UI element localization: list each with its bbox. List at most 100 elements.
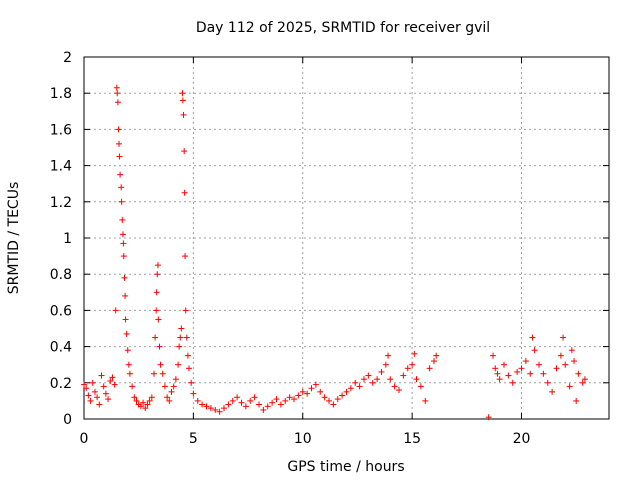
data-point [308,385,315,392]
data-point [161,383,168,390]
data-point [148,394,155,401]
data-point [242,403,249,410]
x-tick-label: 15 [403,431,421,447]
data-point [111,381,118,388]
data-point [269,399,276,406]
data-point [260,406,267,413]
data-point [194,397,201,404]
data-point [317,388,324,395]
data-point [175,361,182,368]
data-point [113,84,120,91]
data-point [89,379,96,386]
data-point [426,365,433,372]
data-point [207,405,214,412]
x-tick-label: 0 [80,431,89,447]
data-point [123,330,130,337]
data-point [568,347,575,354]
data-point [229,397,236,404]
y-tick-label: 1.2 [50,195,72,211]
data-point [142,405,149,412]
data-point [131,394,138,401]
data-point [531,347,538,354]
data-point [369,379,376,386]
data-point [181,189,188,196]
data-point [87,397,94,404]
data-point [573,397,580,404]
data-point [102,390,109,397]
data-point [157,361,164,368]
data-point [81,381,87,388]
data-point [566,383,573,390]
data-point [264,403,271,410]
y-tick-label: 0.2 [50,376,72,392]
data-point [411,350,418,357]
data-point [105,396,112,403]
y-tick-label: 0 [63,412,72,428]
y-tick-label: 1.6 [50,122,72,138]
data-point [361,376,367,383]
data-point [120,253,127,260]
data-point [122,292,129,299]
data-points [81,84,588,421]
data-point [100,383,107,390]
data-point [164,394,171,401]
data-point [404,365,411,372]
data-point [575,370,582,377]
x-tick-label: 20 [513,431,531,447]
chart-title: Day 112 of 2025, SRMTID for receiver gvi… [196,20,490,36]
data-point [186,365,192,372]
data-point [225,401,232,408]
data-point [154,271,161,278]
data-point [277,401,284,408]
data-point [170,383,177,390]
data-point [356,383,363,390]
data-point [119,231,126,238]
data-point [413,376,420,383]
data-point [190,390,197,397]
data-point [409,361,416,368]
data-point [247,397,254,404]
data-point [352,379,359,386]
y-tick-label: 0.8 [50,267,72,283]
data-point [212,406,219,413]
data-point [544,379,551,386]
data-point [216,408,223,415]
data-point [151,370,157,377]
data-point [153,289,160,296]
data-point [178,325,185,332]
data-point [238,399,245,406]
data-point [177,334,184,341]
data-point [540,370,547,377]
y-tick-label: 2 [63,50,72,66]
data-point [122,316,129,323]
data-point [321,394,328,401]
data-point [85,392,92,399]
data-point [182,307,189,314]
data-point [536,361,542,368]
data-point [400,372,407,379]
data-point [146,397,153,404]
data-point [118,184,125,191]
data-point [126,370,133,377]
data-point [330,401,337,408]
data-point [295,392,302,399]
x-tick-label: 10 [294,431,312,447]
data-point [166,397,173,404]
data-point [312,381,319,388]
x-tick-label: 5 [189,431,198,447]
y-tick-label: 1 [63,231,72,247]
grid [84,57,609,419]
data-point [129,383,136,390]
data-point [492,365,499,372]
data-point [505,372,512,379]
data-point [114,90,121,97]
data-point [374,376,381,383]
data-point [133,397,140,404]
data-point [286,394,293,401]
data-point [112,307,119,314]
data-point [140,399,147,406]
data-point [304,390,311,397]
data-point [501,361,507,368]
data-point [114,99,121,106]
data-point [188,379,195,386]
